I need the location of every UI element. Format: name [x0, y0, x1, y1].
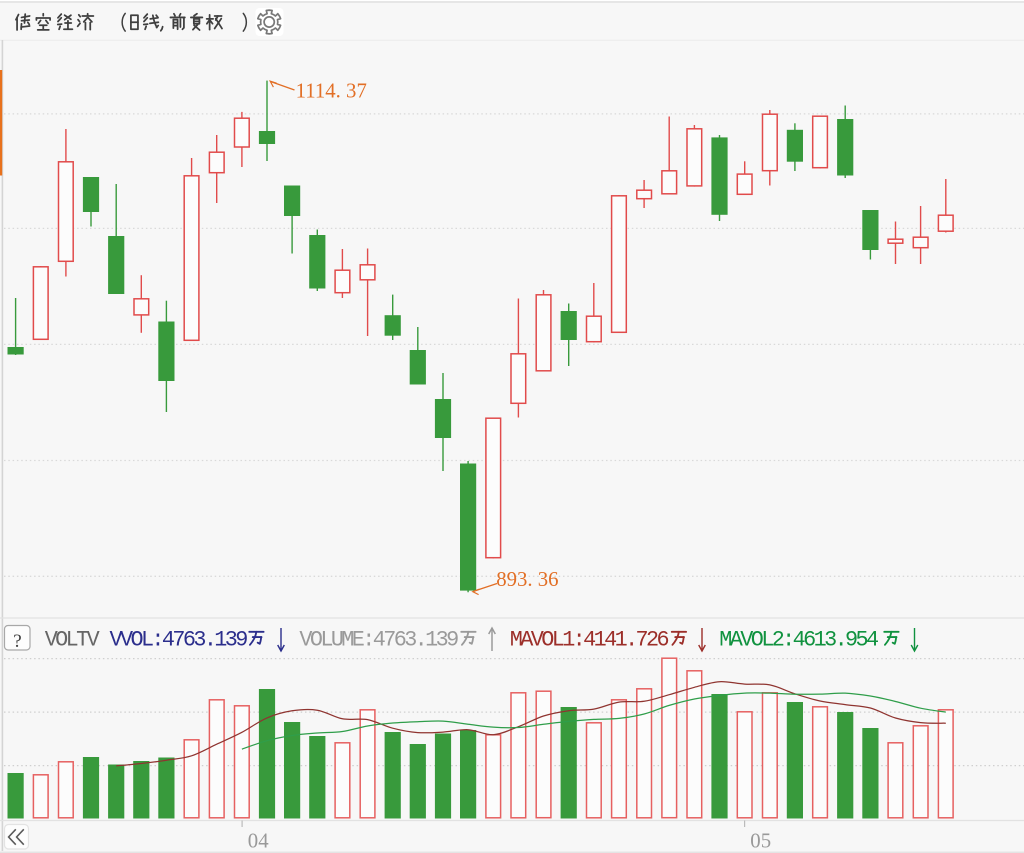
svg-text:VOLUME:4763.139: VOLUME:4763.139 — [299, 628, 458, 653]
svg-text:MAVOL1:4141.726: MAVOL1:4141.726 — [510, 628, 669, 653]
svg-text:04: 04 — [248, 830, 269, 853]
svg-text:?: ? — [13, 631, 21, 652]
svg-text:893. 36: 893. 36 — [496, 568, 558, 591]
svg-text:05: 05 — [750, 830, 771, 853]
svg-text:VOLTV: VOLTV — [45, 628, 100, 653]
svg-text:1114. 37: 1114. 37 — [296, 80, 367, 103]
svg-text:MAVOL2:4613.954: MAVOL2:4613.954 — [719, 628, 878, 653]
svg-text:VVOL:4763.139: VVOL:4763.139 — [110, 628, 248, 653]
